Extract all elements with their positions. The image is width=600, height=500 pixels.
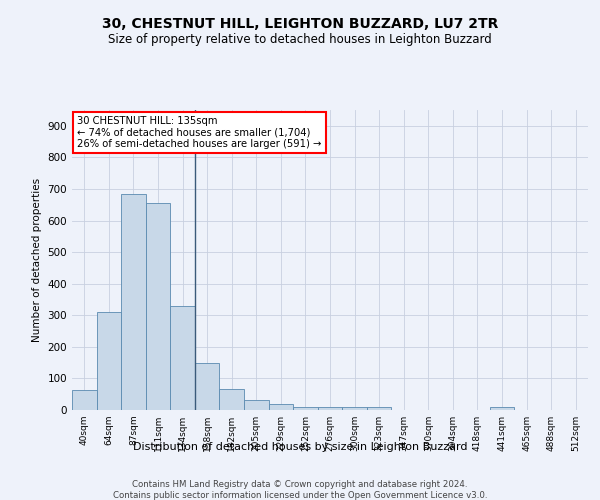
Bar — [269, 404, 293, 410]
Text: Distribution of detached houses by size in Leighton Buzzard: Distribution of detached houses by size … — [133, 442, 467, 452]
Bar — [72, 390, 97, 410]
Bar — [490, 408, 514, 410]
Y-axis label: Number of detached properties: Number of detached properties — [32, 178, 42, 342]
Bar — [244, 400, 269, 410]
Bar — [342, 407, 367, 410]
Text: Contains HM Land Registry data © Crown copyright and database right 2024.: Contains HM Land Registry data © Crown c… — [132, 480, 468, 489]
Bar — [170, 306, 195, 410]
Bar — [367, 407, 391, 410]
Bar — [220, 390, 244, 410]
Bar — [195, 362, 220, 410]
Text: Size of property relative to detached houses in Leighton Buzzard: Size of property relative to detached ho… — [108, 32, 492, 46]
Bar — [97, 312, 121, 410]
Text: 30 CHESTNUT HILL: 135sqm
← 74% of detached houses are smaller (1,704)
26% of sem: 30 CHESTNUT HILL: 135sqm ← 74% of detach… — [77, 116, 322, 149]
Bar — [318, 406, 342, 410]
Text: Contains public sector information licensed under the Open Government Licence v3: Contains public sector information licen… — [113, 491, 487, 500]
Bar — [121, 194, 146, 410]
Bar — [293, 406, 318, 410]
Text: 30, CHESTNUT HILL, LEIGHTON BUZZARD, LU7 2TR: 30, CHESTNUT HILL, LEIGHTON BUZZARD, LU7… — [102, 18, 498, 32]
Bar — [146, 203, 170, 410]
